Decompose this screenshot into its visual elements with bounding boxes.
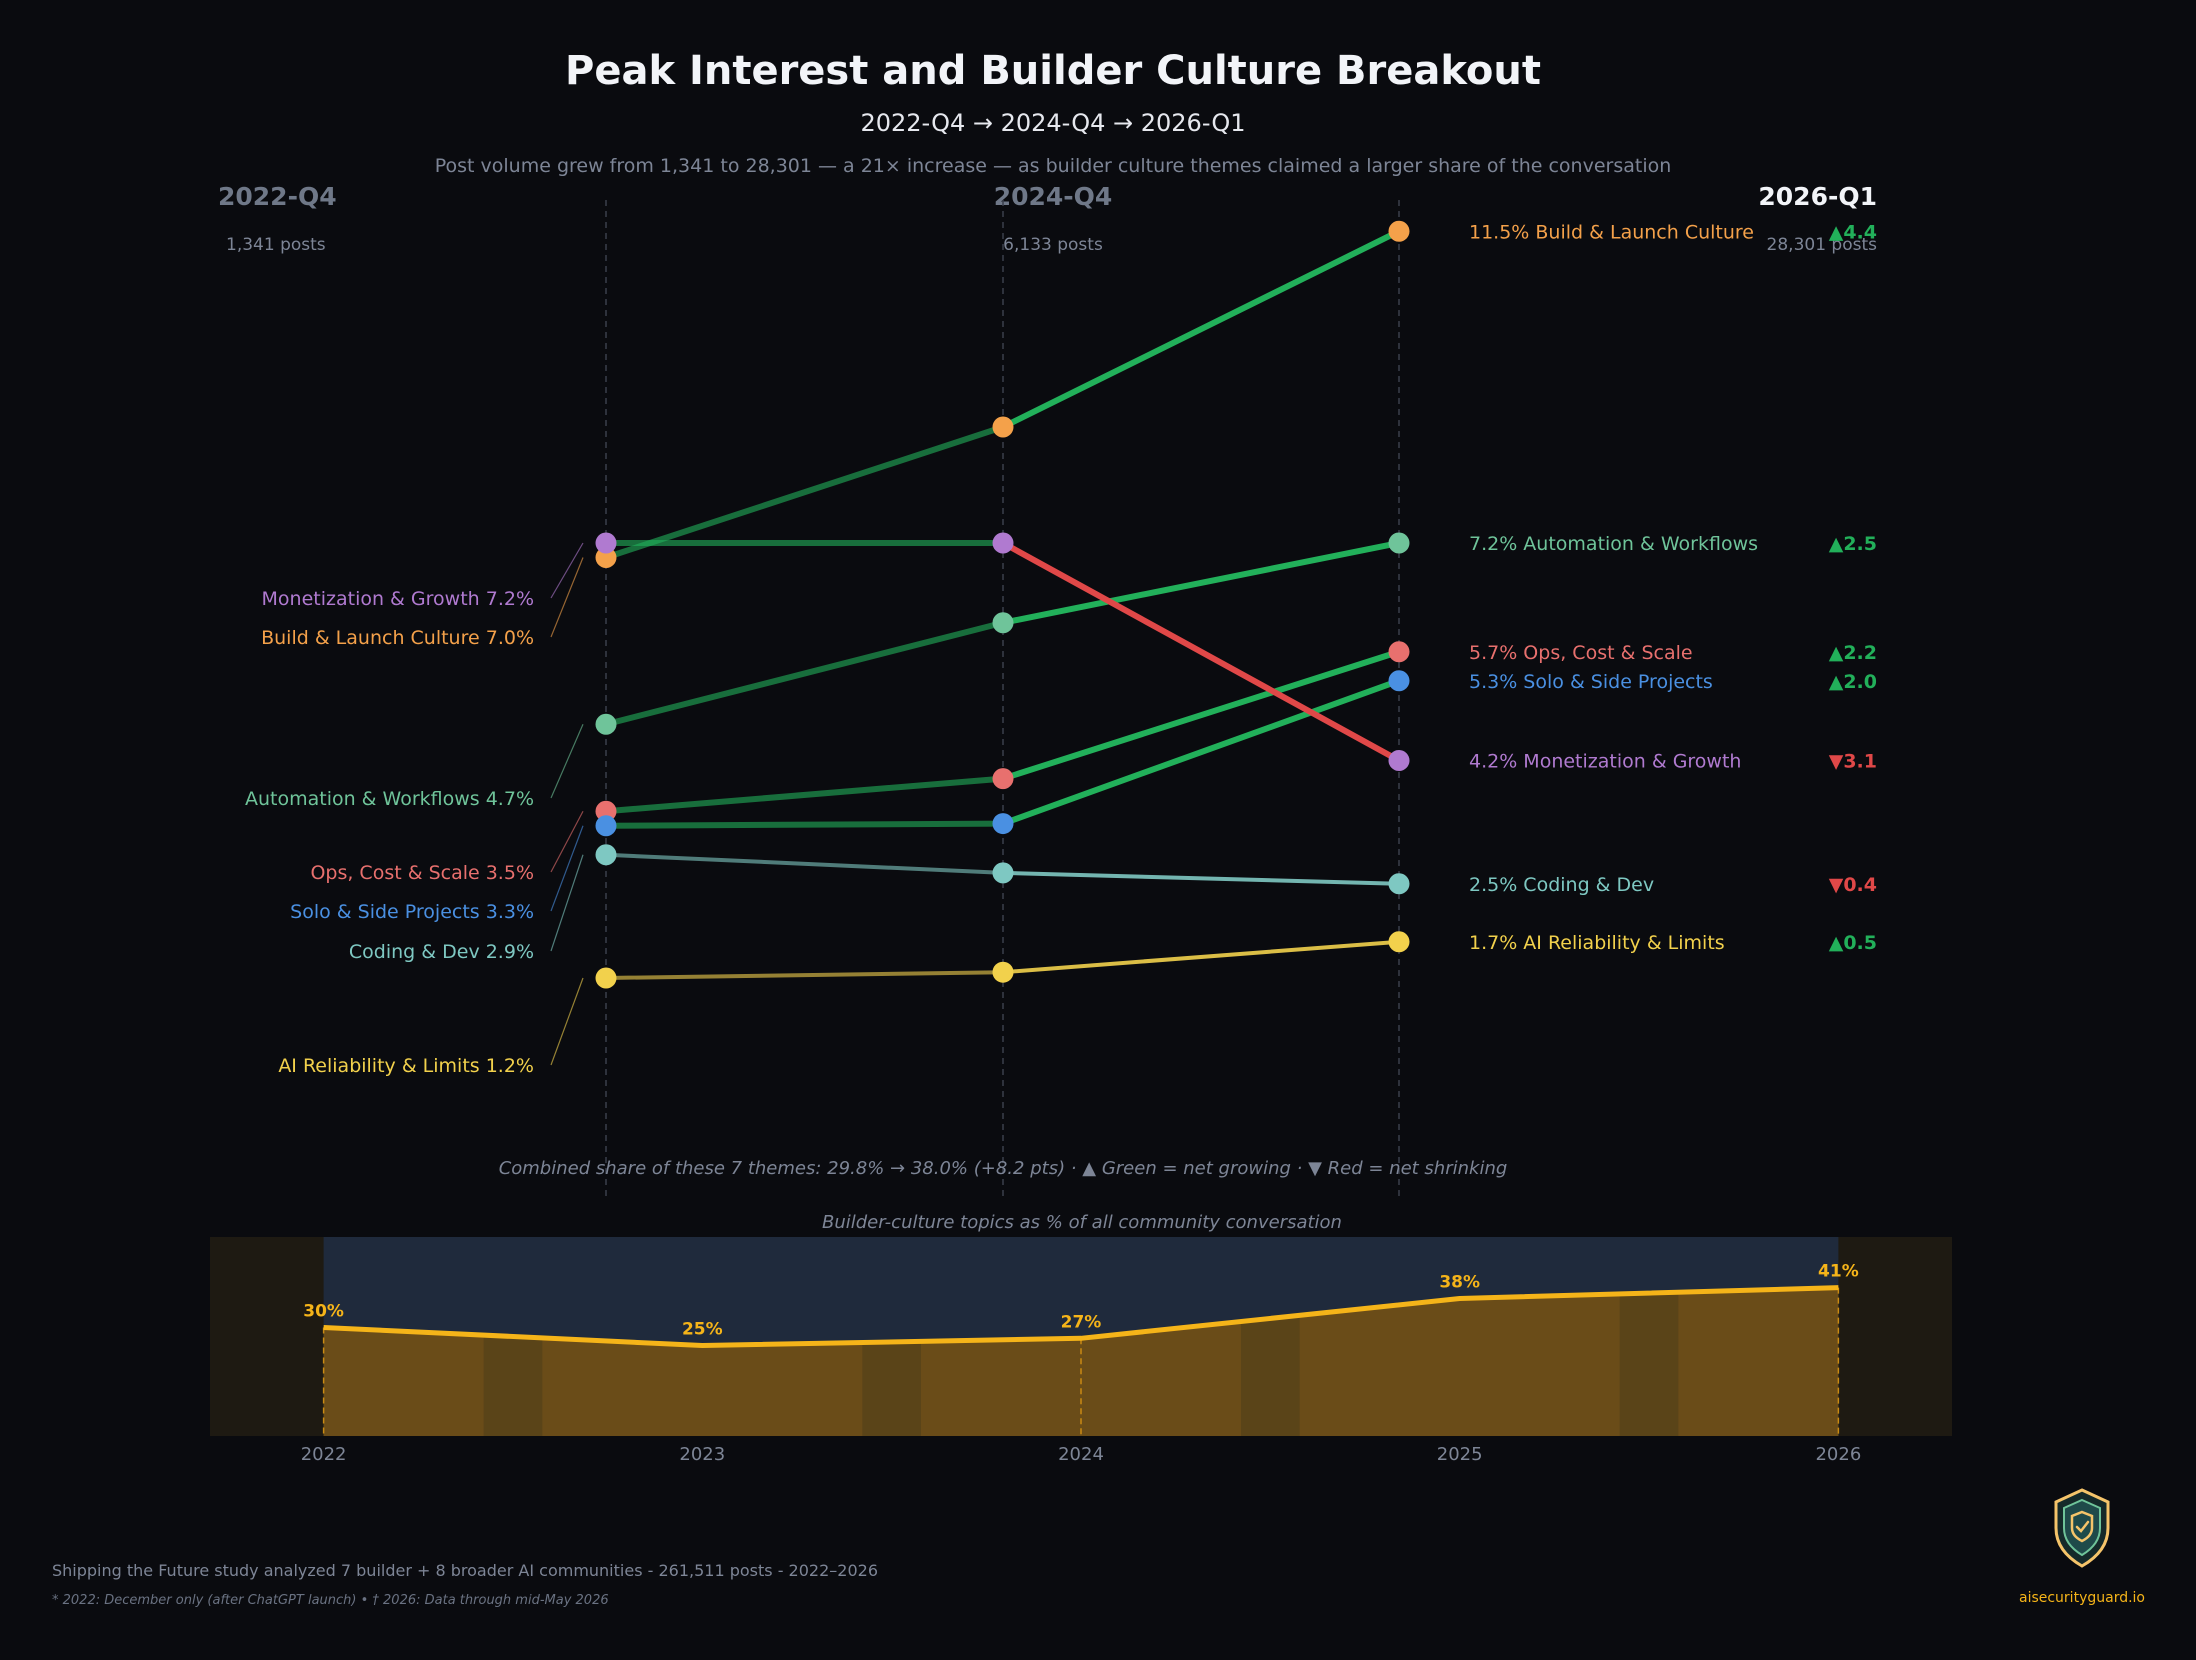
data-point-ai-reliability-limits-1 bbox=[595, 967, 617, 989]
data-point-monetization-growth-3 bbox=[1388, 750, 1410, 771]
column-posts-2022: 1,341 posts bbox=[226, 235, 326, 255]
brand-name: aisecurityguard.io bbox=[2019, 1590, 2145, 1606]
left-label-build-launch-culture: Build & Launch Culture 7.0% bbox=[261, 627, 534, 649]
column-posts-2024: 6,133 posts bbox=[1003, 235, 1103, 255]
data-point-ops-cost-scale-3 bbox=[1388, 641, 1410, 663]
right-labels: 11.5% Build & Launch Culture ▲4.4 7.2% Aut… bbox=[1469, 221, 1877, 954]
combined-share-note: Combined share of these 7 themes: 29.8% … bbox=[499, 1158, 1508, 1179]
delta-label-monetization-growth: ▼3.1 bbox=[1829, 751, 1877, 773]
data-point-coding-dev-3 bbox=[1388, 873, 1410, 895]
leader-line-coding-dev bbox=[550, 854, 584, 952]
delta-label-solo-side-projects: ▲2.0 bbox=[1829, 671, 1877, 693]
series-line-ops-cost-scale-seg2 bbox=[1000, 648, 1402, 782]
series-line-automation-workflows-seg2 bbox=[1000, 540, 1402, 626]
left-label-ops-cost-scale: Ops, Cost & Scale 3.5% bbox=[310, 862, 534, 884]
area-x-tick-2026: 2026 bbox=[1815, 1444, 1861, 1465]
chart-subtitle: 2022-Q4 → 2024-Q4 → 2026-Q1 bbox=[860, 109, 1245, 137]
left-labels: Monetization & Growth 7.2% Build & Launch… bbox=[245, 542, 584, 1077]
chart-description: Post volume grew from 1,341 to 28,301 — … bbox=[435, 155, 1672, 177]
data-point-coding-dev-2 bbox=[992, 862, 1014, 884]
delta-label-ai-reliability-limits: ▲0.5 bbox=[1829, 932, 1877, 954]
delta-label-coding-dev: ▼0.4 bbox=[1829, 874, 1877, 896]
area-fill-band-2026 bbox=[1678, 1287, 1839, 1436]
series-line-coding-dev-seg2 bbox=[1001, 870, 1401, 886]
series-line-coding-dev-seg1 bbox=[604, 852, 1005, 875]
area-x-tick-2024: 2024 bbox=[1058, 1444, 1104, 1465]
area-value-label-2026: 41% bbox=[1818, 1262, 1859, 1282]
series-line-solo-side-projects-seg1 bbox=[603, 820, 1006, 829]
column-guides bbox=[605, 200, 1400, 1200]
area-chart: 30% 25% 27% 38% 41% 2022 2023 2024 2025 2026 bbox=[210, 1237, 1952, 1465]
column-posts-2026: 28,301 posts bbox=[1767, 235, 1878, 255]
chart-title: Peak Interest and Builder Culture Breako… bbox=[565, 48, 1541, 94]
area-x-tick-2025: 2025 bbox=[1437, 1444, 1483, 1465]
area-value-label-2024: 27% bbox=[1061, 1312, 1102, 1332]
leader-line-solo-side-projects bbox=[550, 825, 584, 912]
delta-label-automation-workflows: ▲2.5 bbox=[1829, 533, 1877, 555]
leader-line-ops-cost-scale bbox=[550, 810, 584, 873]
data-point-build-launch-culture-1 bbox=[595, 547, 617, 568]
right-label-ops-cost-scale: 5.7% Ops, Cost & Scale bbox=[1469, 642, 1693, 664]
right-label-automation-workflows: 7.2% Automation & Workflows bbox=[1469, 533, 1758, 555]
data-point-monetization-growth-1 bbox=[595, 532, 617, 554]
data-point-solo-side-projects-3 bbox=[1388, 670, 1410, 692]
area-fill-band-2025 bbox=[1299, 1287, 1620, 1436]
area-line bbox=[323, 1285, 1839, 1349]
delta-label-build-launch-culture: ▲4.4 bbox=[1829, 221, 1877, 243]
right-label-solo-side-projects: 5.3% Solo & Side Projects bbox=[1469, 671, 1713, 693]
series-line-ops-cost-scale-seg1 bbox=[603, 775, 1006, 815]
series-line-ai-reliability-limits-seg2 bbox=[1001, 939, 1401, 975]
shield-check-icon bbox=[2054, 1488, 2110, 1568]
right-label-build-launch-culture: 11.5% Build & Launch Culture bbox=[1469, 221, 1754, 243]
footer-study-note: Shipping the Future study analyzed 7 bui… bbox=[52, 1561, 878, 1580]
area-value-label-2025: 38% bbox=[1439, 1273, 1480, 1293]
leader-line-build-launch-culture bbox=[550, 557, 584, 638]
area-x-tick-2023: 2023 bbox=[679, 1444, 725, 1465]
data-point-coding-dev-1 bbox=[595, 844, 617, 866]
right-label-monetization-growth: 4.2% Monetization & Growth bbox=[1469, 751, 1741, 773]
column-header-2024: 2024-Q4 bbox=[994, 182, 1113, 211]
column-header-2022: 2022-Q4 bbox=[218, 182, 337, 211]
data-point-solo-side-projects-1 bbox=[595, 815, 617, 837]
slope-lines bbox=[603, 228, 1402, 980]
left-label-coding-dev: Coding & Dev 2.9% bbox=[349, 941, 534, 963]
area-chart-title: Builder-culture topics as % of all commu… bbox=[822, 1212, 1342, 1233]
data-point-solo-side-projects-2 bbox=[992, 813, 1014, 835]
data-point-automation-workflows-3 bbox=[1388, 532, 1410, 554]
left-label-monetization-growth: Monetization & Growth 7.2% bbox=[262, 588, 534, 610]
series-line-automation-workflows-seg1 bbox=[603, 619, 1006, 728]
data-point-ops-cost-scale-2 bbox=[992, 768, 1014, 790]
right-label-coding-dev: 2.5% Coding & Dev bbox=[1469, 874, 1654, 896]
series-line-monetization-growth-seg2 bbox=[1000, 540, 1402, 764]
leader-line-monetization-growth bbox=[550, 542, 584, 599]
area-value-label-2023: 25% bbox=[682, 1320, 723, 1340]
series-line-solo-side-projects-seg2 bbox=[1000, 677, 1402, 827]
column-header-2026: 2026-Q1 bbox=[1758, 182, 1877, 211]
left-label-automation-workflows: Automation & Workflows 4.7% bbox=[245, 788, 534, 810]
footer-data-notes: * 2022: December only (after ChatGPT lau… bbox=[52, 1593, 609, 1608]
data-point-build-launch-culture-2 bbox=[992, 416, 1014, 438]
delta-label-ops-cost-scale: ▲2.2 bbox=[1829, 642, 1877, 664]
data-point-ai-reliability-limits-3 bbox=[1388, 931, 1410, 953]
data-point-build-launch-culture-3 bbox=[1388, 220, 1410, 242]
leader-line-ai-reliability-limits bbox=[550, 977, 584, 1066]
data-point-monetization-growth-2 bbox=[992, 532, 1014, 554]
series-line-build-launch-culture-seg2 bbox=[1000, 228, 1402, 430]
left-label-solo-side-projects: Solo & Side Projects 3.3% bbox=[290, 901, 534, 923]
area-x-tick-2022: 2022 bbox=[301, 1444, 347, 1465]
data-point-automation-workflows-1 bbox=[595, 713, 617, 735]
slope-points bbox=[595, 220, 1410, 989]
series-line-build-launch-culture-seg1 bbox=[603, 424, 1006, 561]
series-line-ai-reliability-limits-seg1 bbox=[604, 970, 1005, 980]
right-label-ai-reliability-limits: 1.7% AI Reliability & Limits bbox=[1469, 932, 1725, 954]
leader-line-automation-workflows bbox=[550, 724, 584, 799]
left-label-ai-reliability-limits: AI Reliability & Limits 1.2% bbox=[278, 1055, 534, 1077]
area-value-label-2022: 30% bbox=[303, 1301, 344, 1321]
data-point-ops-cost-scale-1 bbox=[595, 800, 617, 822]
data-point-ai-reliability-limits-2 bbox=[992, 961, 1014, 983]
data-point-automation-workflows-2 bbox=[992, 612, 1014, 634]
